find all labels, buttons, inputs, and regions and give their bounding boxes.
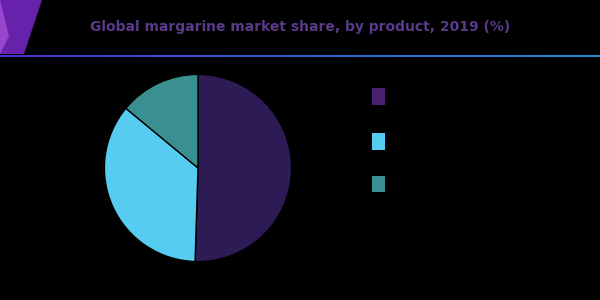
FancyBboxPatch shape — [372, 134, 385, 150]
FancyBboxPatch shape — [372, 176, 385, 192]
Wedge shape — [126, 74, 198, 168]
Text: Global margarine market share, by product, 2019 (%): Global margarine market share, by produc… — [90, 20, 510, 34]
Wedge shape — [195, 74, 292, 262]
Polygon shape — [0, 0, 42, 54]
Polygon shape — [0, 0, 9, 54]
FancyBboxPatch shape — [372, 88, 385, 105]
Wedge shape — [104, 108, 198, 262]
